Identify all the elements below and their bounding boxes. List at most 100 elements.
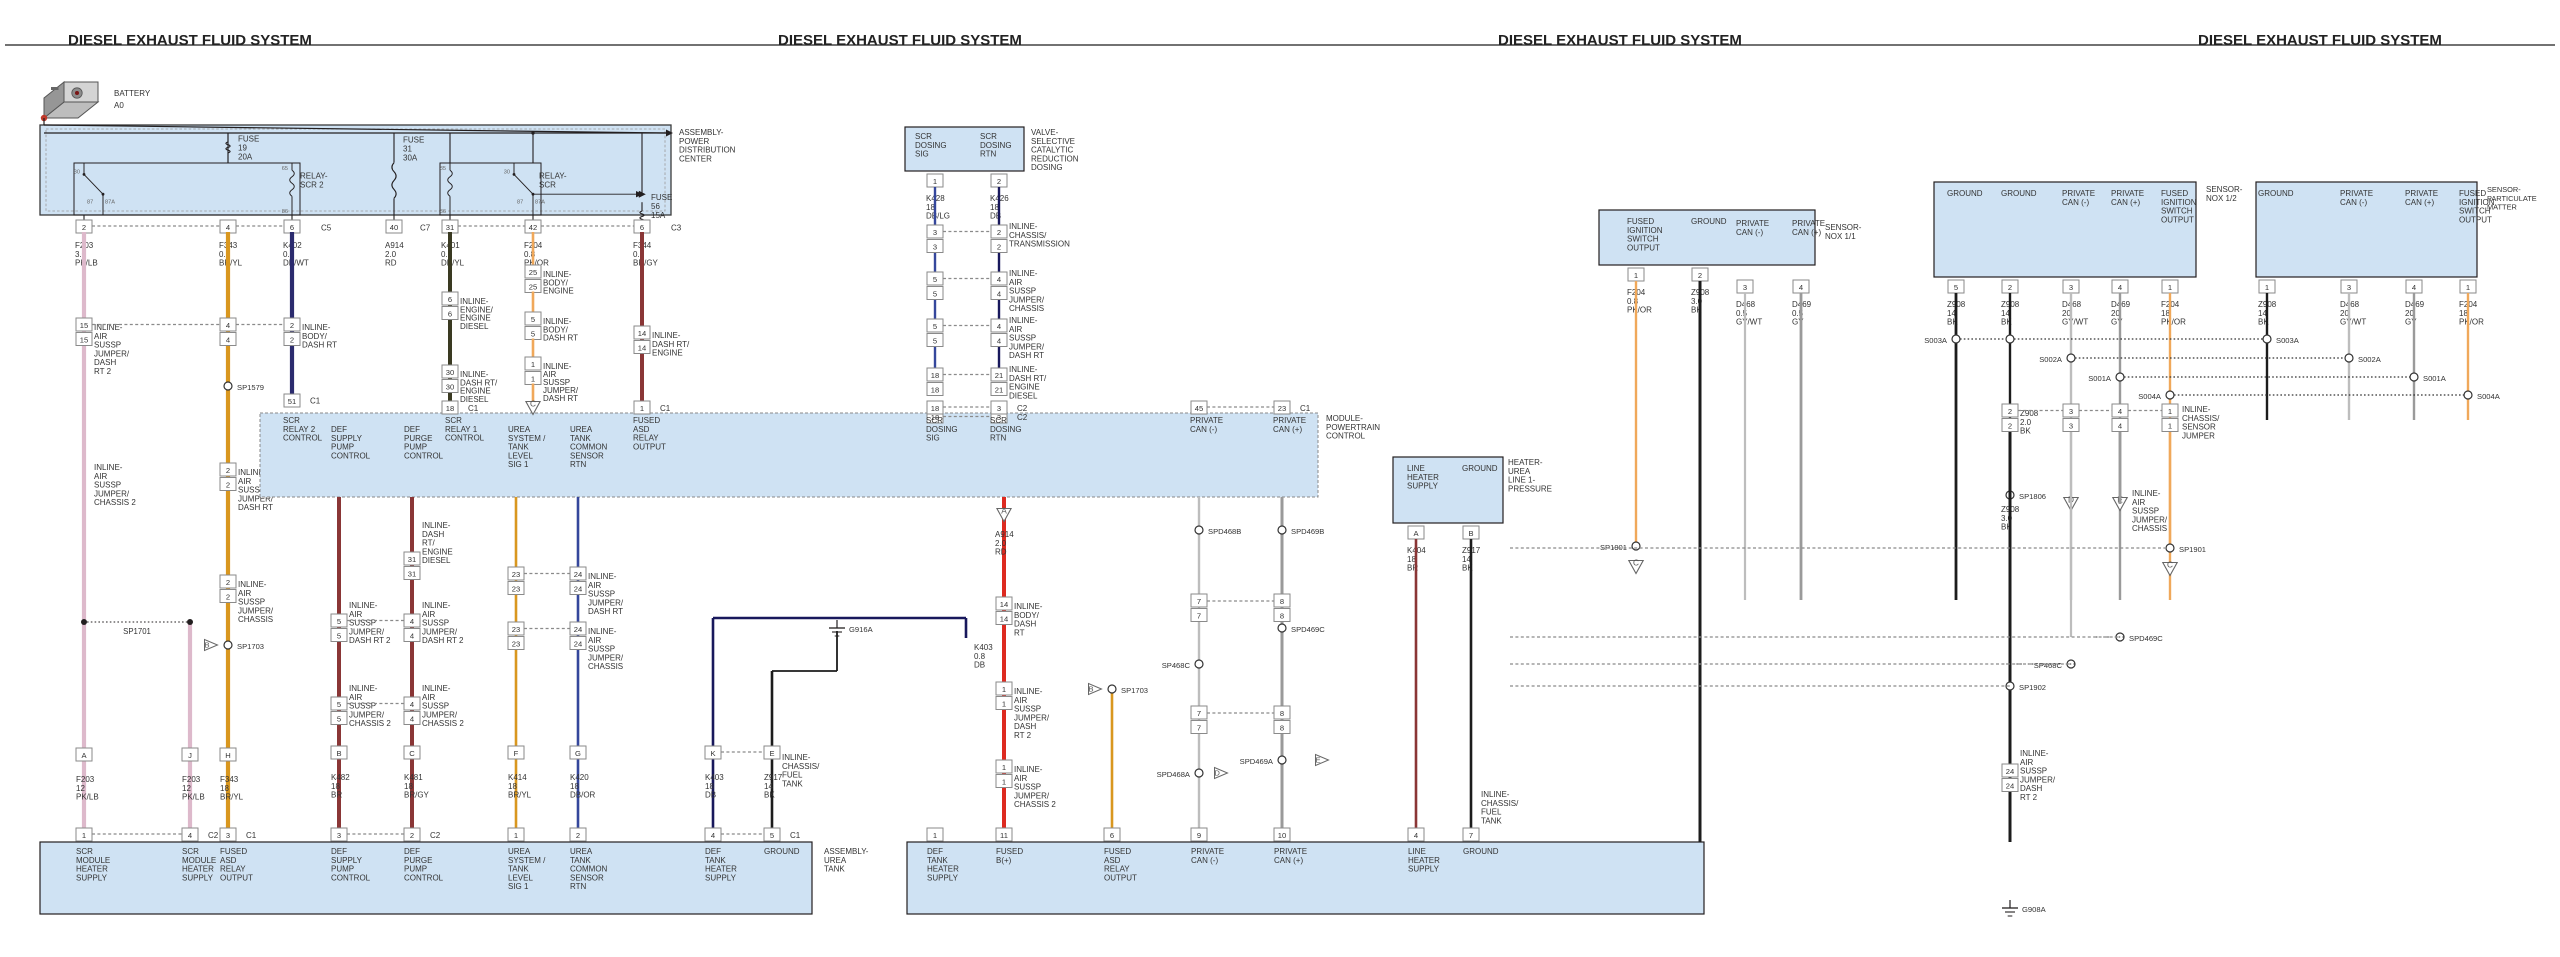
svg-text:UREA: UREA xyxy=(570,847,593,856)
svg-text:4: 4 xyxy=(2118,422,2122,431)
svg-text:F343: F343 xyxy=(220,775,239,784)
svg-text:1: 1 xyxy=(2168,422,2172,431)
svg-text:87: 87 xyxy=(87,200,93,206)
svg-text:7: 7 xyxy=(1197,597,1201,606)
svg-text:2: 2 xyxy=(226,481,230,490)
svg-text:INLINE-: INLINE- xyxy=(2132,489,2161,498)
svg-text:24: 24 xyxy=(574,570,582,579)
svg-text:SP1901: SP1901 xyxy=(2179,545,2206,554)
svg-text:21: 21 xyxy=(995,386,1003,395)
svg-text:2: 2 xyxy=(997,177,1001,186)
svg-text:SENSOR-: SENSOR- xyxy=(2487,185,2521,194)
svg-text:3: 3 xyxy=(226,831,230,840)
svg-text:DB/WT: DB/WT xyxy=(283,259,309,268)
svg-text:JUMPER/: JUMPER/ xyxy=(349,627,385,636)
svg-text:1: 1 xyxy=(1002,763,1006,772)
svg-text:C1: C1 xyxy=(1300,404,1311,413)
svg-text:MODULE: MODULE xyxy=(76,856,110,865)
svg-text:87A: 87A xyxy=(105,200,115,206)
svg-text:4: 4 xyxy=(711,831,715,840)
svg-text:18: 18 xyxy=(931,404,939,413)
svg-text:K482: K482 xyxy=(331,773,350,782)
svg-text:21: 21 xyxy=(995,371,1003,380)
svg-text:AIR: AIR xyxy=(2132,498,2146,507)
svg-text:SUSSP: SUSSP xyxy=(588,645,615,654)
svg-text:18: 18 xyxy=(404,782,413,791)
svg-text:RELAY-: RELAY- xyxy=(300,172,328,181)
svg-text:1: 1 xyxy=(2168,407,2172,416)
svg-text:ENGINE: ENGINE xyxy=(422,547,453,556)
svg-text:CHASSIS/: CHASSIS/ xyxy=(782,762,820,771)
svg-text:4: 4 xyxy=(997,275,1001,284)
svg-text:SCR: SCR xyxy=(926,416,943,425)
svg-text:HEATER-: HEATER- xyxy=(1508,458,1543,467)
svg-text:2: 2 xyxy=(1698,271,1702,280)
svg-text:BR/GY: BR/GY xyxy=(633,259,659,268)
svg-text:SUPPLY: SUPPLY xyxy=(705,873,737,882)
svg-text:DEF: DEF xyxy=(331,425,347,434)
svg-text:CHASSIS 2: CHASSIS 2 xyxy=(349,719,391,728)
svg-text:C: C xyxy=(1633,557,1639,567)
svg-text:5: 5 xyxy=(933,275,937,284)
svg-text:SUPPLY: SUPPLY xyxy=(927,873,959,882)
svg-text:RT 2: RT 2 xyxy=(2020,793,2038,802)
svg-text:B(+): B(+) xyxy=(996,856,1012,865)
svg-text:IGNITION: IGNITION xyxy=(1627,226,1663,235)
svg-text:4: 4 xyxy=(997,322,1001,331)
svg-text:PRIVATE: PRIVATE xyxy=(2405,189,2438,198)
svg-text:DB/LG: DB/LG xyxy=(926,212,950,221)
svg-text:PRIVATE: PRIVATE xyxy=(1190,416,1223,425)
svg-text:INLINE-: INLINE- xyxy=(1009,269,1038,278)
svg-text:SCR: SCR xyxy=(283,416,300,425)
svg-text:2: 2 xyxy=(226,466,230,475)
svg-text:FUSED: FUSED xyxy=(633,416,660,425)
svg-text:C1: C1 xyxy=(660,404,671,413)
svg-text:18: 18 xyxy=(220,784,229,793)
svg-text:30A: 30A xyxy=(403,153,418,162)
svg-text:INLINE-: INLINE- xyxy=(349,601,378,610)
svg-text:SUSSP: SUSSP xyxy=(1014,783,1041,792)
svg-text:JUMPER/: JUMPER/ xyxy=(238,606,274,615)
svg-text:4: 4 xyxy=(997,290,1001,299)
svg-text:SUSSP: SUSSP xyxy=(1009,334,1036,343)
svg-text:JUMPER/: JUMPER/ xyxy=(349,710,385,719)
svg-text:IGNITION: IGNITION xyxy=(2459,198,2495,207)
svg-text:AIR: AIR xyxy=(349,610,363,619)
svg-text:G916A: G916A xyxy=(849,625,874,634)
svg-text:E: E xyxy=(769,749,774,758)
svg-text:FUSED: FUSED xyxy=(2459,189,2486,198)
svg-text:1: 1 xyxy=(1634,271,1638,280)
svg-text:GY/WT: GY/WT xyxy=(1736,318,1762,327)
svg-text:30: 30 xyxy=(504,169,510,175)
svg-text:SCR: SCR xyxy=(539,180,556,189)
svg-text:SIG 1: SIG 1 xyxy=(508,882,529,891)
svg-text:SCR: SCR xyxy=(76,847,93,856)
svg-text:B: B xyxy=(1089,685,1094,694)
svg-text:J: J xyxy=(188,751,192,760)
svg-text:2.0: 2.0 xyxy=(995,539,1007,548)
svg-text:SCR 2: SCR 2 xyxy=(300,180,324,189)
svg-text:ENGINE: ENGINE xyxy=(543,287,574,296)
svg-text:BATTERY: BATTERY xyxy=(114,89,151,98)
svg-text:DASH RT: DASH RT xyxy=(543,394,578,403)
svg-text:S001A: S001A xyxy=(2088,374,2112,383)
svg-text:6: 6 xyxy=(640,223,644,232)
svg-text:7: 7 xyxy=(1197,724,1201,733)
svg-text:4: 4 xyxy=(226,223,230,232)
svg-text:PRIVATE: PRIVATE xyxy=(2062,189,2095,198)
svg-text:SUSSP: SUSSP xyxy=(422,619,449,628)
svg-text:GROUND: GROUND xyxy=(2258,189,2294,198)
svg-text:CAN (-): CAN (-) xyxy=(2062,198,2089,207)
svg-text:G: G xyxy=(575,749,581,758)
svg-text:3: 3 xyxy=(997,404,1001,413)
svg-text:INLINE-: INLINE- xyxy=(1014,602,1043,611)
svg-text:SENSOR-: SENSOR- xyxy=(1825,223,1862,232)
svg-text:SYSTEM /: SYSTEM / xyxy=(508,434,546,443)
svg-text:A: A xyxy=(1001,505,1007,515)
svg-text:TANK: TANK xyxy=(1481,816,1502,825)
svg-text:PK/OR: PK/OR xyxy=(2459,318,2484,327)
svg-text:DIESEL: DIESEL xyxy=(422,556,451,565)
svg-text:SP1703: SP1703 xyxy=(1121,686,1148,695)
svg-text:NOX 1/2: NOX 1/2 xyxy=(2206,194,2237,203)
svg-text:CHASSIS: CHASSIS xyxy=(588,662,623,671)
